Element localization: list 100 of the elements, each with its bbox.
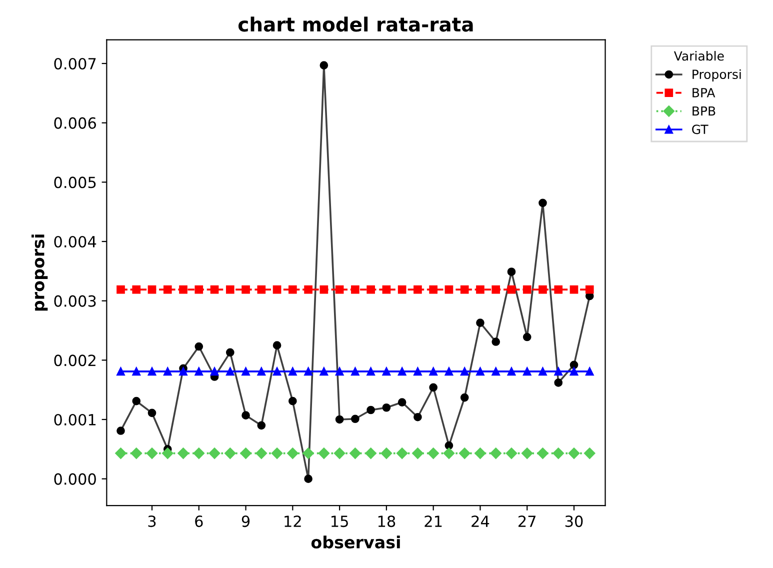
point	[224, 448, 236, 459]
point	[304, 367, 312, 376]
point	[398, 367, 406, 376]
x-tick-label: 3	[148, 516, 156, 528]
point	[554, 285, 563, 294]
point	[492, 367, 500, 376]
point	[366, 285, 375, 294]
point	[460, 367, 469, 376]
point	[335, 367, 344, 376]
point	[554, 367, 563, 376]
point	[584, 448, 596, 459]
point	[429, 367, 438, 376]
point	[474, 448, 486, 459]
point	[522, 285, 532, 294]
point	[351, 285, 360, 294]
point	[148, 285, 156, 294]
point	[396, 448, 408, 459]
x-tick-label: 18	[378, 516, 396, 528]
y-tick-label: 0.006	[54, 117, 96, 129]
point	[476, 367, 484, 376]
point	[287, 448, 298, 459]
point	[522, 367, 532, 376]
legend-label: Proporsi	[692, 69, 741, 82]
point	[194, 285, 204, 294]
point	[240, 448, 252, 459]
point	[320, 285, 328, 294]
point	[115, 448, 126, 459]
y-tick-label: 0.002	[54, 354, 96, 366]
x-tick-label: 12	[284, 516, 301, 527]
point	[242, 285, 250, 294]
point	[320, 367, 328, 376]
legend-label: BPB	[692, 106, 716, 116]
point	[116, 367, 125, 376]
point	[507, 367, 516, 376]
point	[382, 367, 391, 376]
y-tick-label: 0.003	[54, 295, 96, 307]
point	[537, 448, 548, 459]
point	[398, 285, 406, 294]
point	[256, 448, 268, 459]
point	[490, 448, 502, 459]
point	[570, 367, 578, 376]
y-tick-label: 0.005	[54, 176, 96, 188]
point	[148, 367, 156, 376]
y-tick-label: 0.007	[54, 58, 96, 70]
point	[272, 285, 282, 294]
point	[444, 367, 454, 376]
legend-title: Variable	[674, 51, 724, 61]
x-tick-label: 21	[424, 516, 442, 527]
point	[585, 285, 594, 294]
x-tick-label: 24	[472, 516, 490, 527]
point	[492, 285, 500, 294]
point	[552, 448, 564, 459]
point	[585, 367, 594, 376]
point	[570, 285, 578, 294]
y-axis-title: proporsi	[32, 234, 48, 311]
point	[507, 285, 516, 294]
point	[522, 448, 533, 459]
y-tick-label: 0.004	[54, 236, 96, 248]
point	[428, 448, 439, 459]
point	[476, 285, 484, 294]
point	[414, 285, 422, 294]
y-tick-label: 0.001	[54, 414, 96, 426]
legend-label: BPA	[692, 88, 716, 98]
point	[304, 285, 312, 294]
point	[130, 448, 142, 459]
point	[458, 448, 470, 459]
x-tick-label: 6	[195, 516, 203, 528]
x-tick-label: 15	[332, 516, 348, 528]
point	[271, 448, 283, 459]
point	[162, 448, 174, 459]
point	[193, 448, 204, 459]
point	[208, 448, 220, 459]
point	[414, 367, 422, 376]
point	[302, 448, 314, 459]
point	[288, 367, 297, 376]
point	[350, 448, 361, 459]
point	[257, 285, 266, 294]
x-axis-title: observasi	[311, 536, 400, 548]
point	[460, 285, 469, 294]
point	[272, 367, 282, 376]
point	[318, 448, 330, 459]
y-tick-label: 0.000	[54, 473, 96, 485]
point	[178, 448, 189, 459]
point	[380, 448, 392, 459]
point	[132, 285, 141, 294]
point	[538, 367, 547, 376]
point	[443, 448, 455, 459]
x-tick-label: 27	[518, 516, 536, 527]
point	[179, 285, 188, 294]
point	[242, 367, 250, 376]
point	[194, 367, 204, 376]
point	[366, 367, 375, 376]
point	[257, 367, 266, 376]
point	[334, 448, 346, 459]
point	[179, 367, 188, 376]
point	[163, 285, 172, 294]
point	[116, 285, 125, 294]
point	[210, 367, 219, 376]
chart-title: chart model rata-rata	[238, 16, 473, 32]
point	[444, 285, 454, 294]
